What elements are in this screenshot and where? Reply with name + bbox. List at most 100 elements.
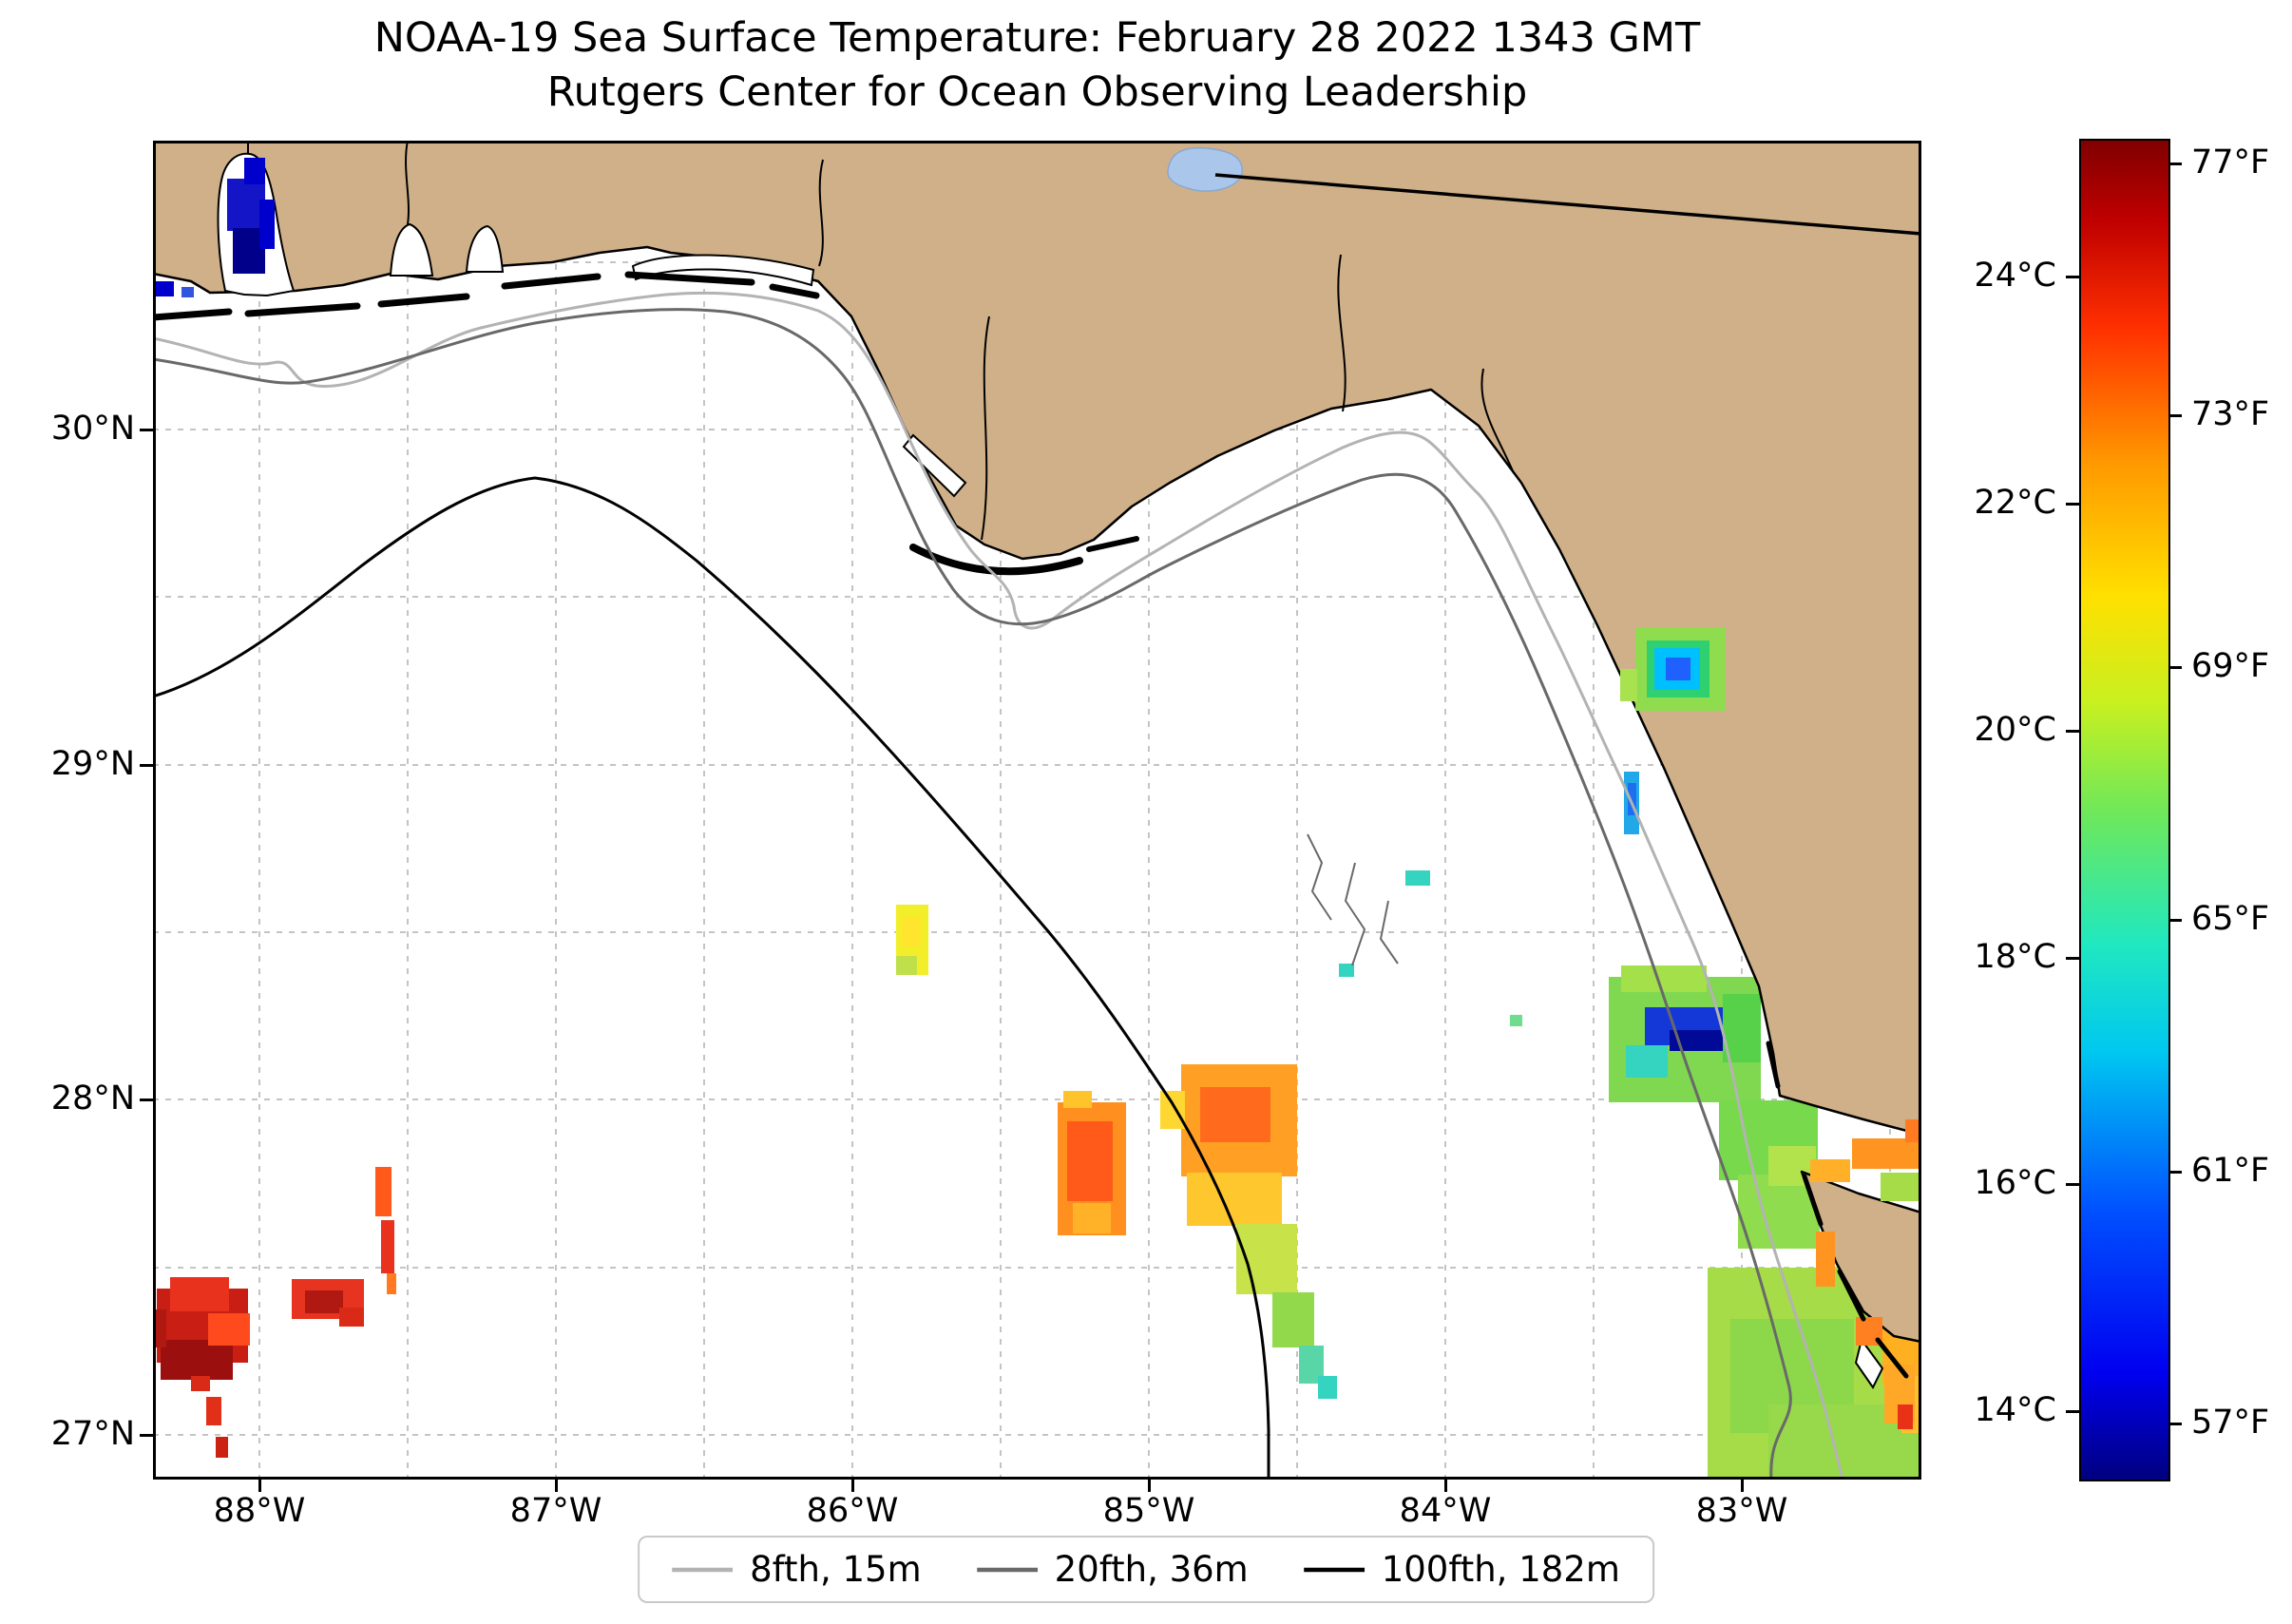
- map-plot-area: [153, 141, 1921, 1480]
- colorbar-fahrenheit-tick-mark: [2168, 666, 2182, 669]
- sst-patch: [375, 1167, 392, 1216]
- contour-100fth-offshore-segment: [1214, 173, 1921, 236]
- chart-subtitle: Rutgers Center for Ocean Observing Leade…: [546, 68, 1528, 116]
- charlotte-harbor: [1854, 1337, 1884, 1389]
- contour-100fth-182m: [153, 476, 1270, 1480]
- colorbar-celsius-tick-mark: [2066, 503, 2079, 506]
- colorbar-fahrenheit-label: 73°F: [2191, 395, 2270, 433]
- sst-patch: [1318, 1376, 1337, 1399]
- colorbar-celsius-tick-mark: [2066, 1410, 2079, 1413]
- colorbar: [2079, 139, 2170, 1481]
- colorbar-celsius-label: 24°C: [1974, 257, 2056, 295]
- x-tick-mark: [1741, 1480, 1744, 1492]
- sst-patch: [896, 956, 917, 975]
- colorbar-celsius-label: 14°C: [1974, 1391, 2056, 1429]
- sst-patch: [208, 1313, 250, 1346]
- sst-patch: [1670, 1030, 1723, 1051]
- sst-patch: [1187, 1173, 1282, 1226]
- west-florida-barrier-islands: [1766, 1041, 1909, 1379]
- colorbar-fahrenheit-tick-mark: [2168, 919, 2182, 922]
- sst-patch: [1898, 1404, 1913, 1429]
- x-tick-mark: [851, 1480, 854, 1492]
- sst-patch: [206, 1397, 221, 1425]
- colorbar-fahrenheit-tick-mark: [2168, 162, 2182, 165]
- sst-patch: [1816, 1232, 1835, 1287]
- contour-20fth-36m: [153, 308, 1792, 1480]
- sst-patch: [381, 1220, 394, 1273]
- colorbar-fahrenheit-tick-mark: [2168, 1423, 2182, 1425]
- x-tick-label: 83°W: [1695, 1492, 1788, 1530]
- sst-map: [153, 141, 1921, 1480]
- sst-patch: [161, 1340, 233, 1380]
- colorbar-fahrenheit-tick-mark: [2168, 1171, 2182, 1174]
- sst-patch: [1073, 1203, 1111, 1233]
- sst-patch: [1810, 1159, 1850, 1182]
- perdido-bay: [389, 222, 434, 277]
- x-tick-mark: [1444, 1480, 1447, 1492]
- sst-patch: [216, 1437, 228, 1458]
- inland-lake: [1167, 146, 1243, 192]
- sst-patch: [1510, 1015, 1522, 1026]
- colorbar-fahrenheit-label: 61°F: [2191, 1152, 2270, 1190]
- sst-patch: [153, 281, 174, 296]
- sst-patch: [1881, 1173, 1921, 1201]
- x-tick-label: 84°W: [1399, 1492, 1492, 1530]
- colorbar-fahrenheit-tick-mark: [2168, 414, 2182, 417]
- choctawhatchee-bay: [631, 254, 815, 287]
- y-tick-label: 28°N: [50, 1079, 135, 1118]
- sst-patch: [1905, 1119, 1921, 1142]
- sst-patch: [1626, 1045, 1668, 1078]
- y-tick-label: 27°N: [50, 1415, 135, 1453]
- colorbar-fahrenheit-label: 77°F: [2191, 143, 2270, 182]
- sst-patch: [339, 1308, 364, 1327]
- st-andrew-bay: [902, 433, 967, 498]
- colorbar-fahrenheit-label: 65°F: [2191, 900, 2270, 938]
- sst-patch: [244, 158, 265, 184]
- land-mass: [153, 141, 1921, 1137]
- pensacola-bay: [465, 224, 505, 273]
- colorbar-fahrenheit-label: 69°F: [2191, 647, 2270, 685]
- sst-patch: [387, 1273, 396, 1294]
- y-tick-mark: [140, 429, 153, 431]
- sst-patch: [1405, 870, 1430, 886]
- x-tick-label: 86°W: [806, 1492, 899, 1530]
- sst-patch: [902, 918, 921, 946]
- colorbar-celsius-label: 16°C: [1974, 1164, 2056, 1202]
- sst-patch: [227, 179, 265, 231]
- sst-patch: [191, 1376, 210, 1391]
- map-border: [153, 141, 1921, 1480]
- sst-patch: [1666, 658, 1690, 680]
- sst-patch: [259, 200, 275, 249]
- x-tick-label: 88°W: [213, 1492, 306, 1530]
- sst-patch: [1628, 783, 1636, 815]
- legend-item-15m: 8fth, 15m: [672, 1549, 922, 1590]
- colorbar-celsius-label: 22°C: [1974, 484, 2056, 522]
- x-tick-mark: [258, 1480, 261, 1492]
- sst-patch: [1621, 965, 1707, 992]
- legend-line-36m-swatch: [976, 1567, 1038, 1572]
- sst-patch: [1063, 1091, 1092, 1108]
- contour-noise-20fth: [1307, 833, 1399, 966]
- sst-patch: [1852, 1138, 1921, 1169]
- y-tick-label: 30°N: [50, 410, 135, 448]
- x-tick-mark: [555, 1480, 558, 1492]
- sst-patch: [1723, 994, 1761, 1062]
- sst-patch: [1067, 1121, 1113, 1201]
- sst-patch: [1620, 669, 1637, 701]
- contour-8fth-15m: [153, 291, 1844, 1480]
- legend-line-15m-swatch: [672, 1567, 734, 1572]
- land-pinellas-strip: [1800, 1170, 1921, 1344]
- legend-label-36m: 20fth, 36m: [1054, 1549, 1249, 1590]
- legend-item-36m: 20fth, 36m: [976, 1549, 1249, 1590]
- colorbar-celsius-label: 18°C: [1974, 938, 2056, 976]
- colorbar-celsius-tick-mark: [2066, 957, 2079, 960]
- sst-patch: [1160, 1091, 1185, 1129]
- colorbar-celsius-tick-mark: [2066, 276, 2079, 278]
- y-tick-mark: [140, 1434, 153, 1437]
- sst-patch: [153, 1309, 166, 1347]
- dog-island: [1086, 536, 1139, 552]
- sst-patch: [181, 287, 194, 297]
- legend: 8fth, 15m 20fth, 36m 100fth, 182m: [638, 1536, 1654, 1603]
- sst-patch: [305, 1290, 343, 1313]
